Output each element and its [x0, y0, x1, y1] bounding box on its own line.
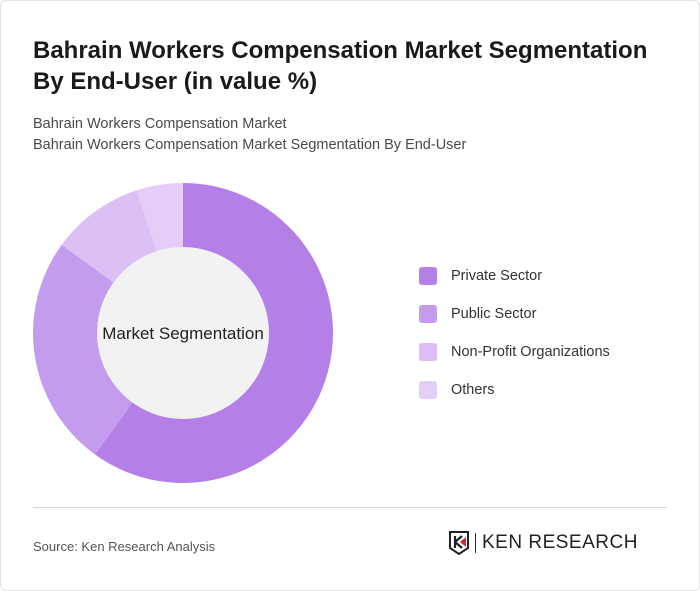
- donut-hole: [97, 247, 269, 419]
- legend-label: Others: [451, 381, 495, 398]
- legend-item: Public Sector: [419, 304, 610, 323]
- ken-research-logo: KEN RESEARCH: [449, 531, 638, 555]
- logo-shield-icon: [449, 531, 469, 555]
- divider: [33, 507, 667, 508]
- logo-text: KEN RESEARCH: [475, 533, 638, 553]
- center-label: Market Segmentation: [102, 324, 264, 343]
- legend-label: Public Sector: [451, 305, 537, 322]
- legend-item: Others: [419, 380, 610, 399]
- legend-swatch: [419, 266, 437, 285]
- chart-subtitle-2: Bahrain Workers Compensation Market Segm…: [33, 137, 467, 153]
- source-note: Source: Ken Research Analysis: [33, 539, 216, 554]
- legend: Private Sector Public Sector Non-Profit Or…: [419, 266, 610, 418]
- legend-item: Non-Profit Organizations: [419, 342, 610, 361]
- legend-swatch: [419, 380, 437, 399]
- legend-item: Private Sector: [419, 266, 610, 285]
- legend-label: Private Sector: [451, 267, 543, 284]
- chart-subtitle: Bahrain Workers Compensation Market: [33, 116, 287, 132]
- legend-label: Non-Profit Organizations: [451, 343, 610, 360]
- legend-swatch: [419, 342, 437, 361]
- legend-swatch: [419, 304, 437, 323]
- chart-title: Bahrain Workers Compensation Market Segm…: [33, 37, 648, 95]
